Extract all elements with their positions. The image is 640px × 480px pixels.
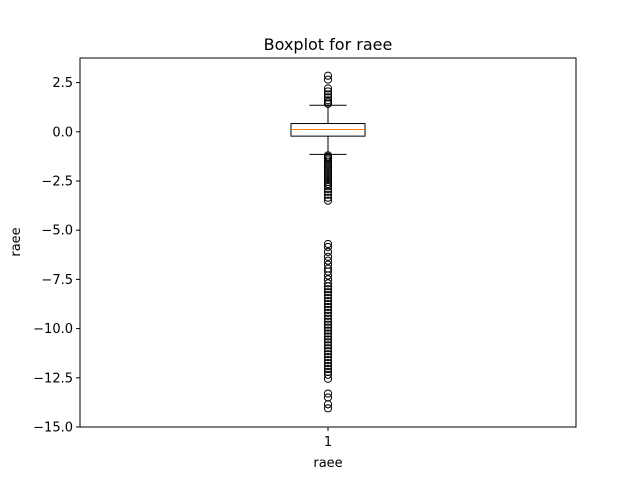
outlier-point — [323, 291, 333, 300]
y-tick-label: −12.5 — [33, 371, 73, 386]
outlier-point — [323, 242, 333, 252]
outlier-point — [323, 162, 333, 171]
y-tick-label: 2.5 — [52, 76, 73, 91]
outlier-point — [323, 170, 333, 179]
outlier-point — [323, 256, 333, 265]
outlier-point — [323, 168, 333, 177]
outlier-point — [323, 93, 333, 102]
outlier-point — [323, 341, 333, 350]
y-tick-label: −10.0 — [33, 322, 73, 337]
outlier-point — [323, 361, 333, 371]
outlier-point — [323, 190, 333, 199]
y-tick-label: −15.0 — [33, 421, 73, 436]
outlier-point — [323, 187, 333, 196]
outlier-point — [323, 267, 333, 276]
outlier-point — [323, 404, 333, 413]
outlier-point — [323, 358, 333, 368]
outlier-point — [323, 305, 333, 315]
x-axis-label: raee — [313, 456, 342, 471]
outlier-point — [323, 355, 333, 365]
outlier-point — [323, 181, 333, 191]
outlier-point — [323, 156, 333, 165]
outlier-point — [323, 288, 333, 297]
box-group — [290, 104, 366, 155]
y-tick-label: 0.0 — [52, 125, 73, 140]
outlier-point — [323, 166, 333, 175]
outlier-point — [323, 279, 333, 288]
chart-title: Boxplot for raee — [264, 35, 393, 54]
outlier-point — [323, 308, 333, 317]
outlier-point — [323, 364, 333, 374]
y-axis-label: raee — [9, 227, 24, 256]
outlier-point — [323, 282, 333, 291]
outlier-point — [323, 173, 333, 183]
outlier-point — [323, 193, 333, 202]
outlier-point — [323, 302, 333, 312]
outlier-point — [323, 317, 333, 326]
outlier-point — [323, 329, 333, 338]
outlier-point — [323, 252, 333, 261]
outlier-point — [323, 71, 333, 80]
outlier-point — [323, 332, 333, 341]
outlier-point — [323, 323, 333, 332]
outlier-point — [323, 299, 333, 309]
outlier-point — [323, 311, 333, 320]
outlier-point — [323, 75, 333, 84]
outlier-point — [323, 285, 333, 294]
outlier-point — [323, 99, 333, 108]
outlier-point — [323, 179, 333, 189]
x-tick-label: 1 — [324, 435, 332, 450]
outlier-point — [323, 296, 333, 306]
outlier-point — [323, 338, 333, 347]
outlier-point — [323, 239, 333, 249]
outlier-point — [323, 158, 333, 167]
outlier-point — [323, 184, 333, 193]
outlier-point — [323, 196, 333, 205]
outlier-point — [323, 353, 333, 362]
outlier-point — [323, 160, 333, 169]
outlier-point — [323, 400, 333, 409]
outlier-point — [323, 389, 333, 398]
outlier-point — [323, 374, 333, 383]
outlier-point — [323, 370, 333, 379]
outlier-point — [323, 335, 333, 344]
outlier-point — [323, 84, 333, 93]
outlier-point — [323, 293, 333, 303]
outlier-point — [323, 164, 333, 173]
outlier-points — [323, 71, 333, 413]
outlier-point — [323, 90, 333, 99]
outlier-point — [323, 87, 333, 96]
outlier-point — [323, 175, 333, 185]
outlier-point — [323, 347, 333, 356]
outlier-point — [323, 314, 333, 323]
outlier-point — [323, 171, 333, 181]
y-tick-label: −2.5 — [41, 175, 73, 190]
outlier-point — [323, 344, 333, 353]
outlier-point — [323, 247, 333, 256]
x-axis: 1 — [324, 427, 332, 450]
y-tick-label: −7.5 — [41, 273, 73, 288]
y-axis: 2.5 0.0 −2.5 −5.0 −7.5 −10.0 −12.5 −15.0 — [33, 76, 80, 436]
outlier-point — [323, 271, 333, 280]
outlier-point — [323, 96, 333, 105]
outlier-point — [323, 350, 333, 359]
outlier-point — [323, 326, 333, 335]
y-tick-label: −5.0 — [41, 224, 73, 239]
outlier-point — [323, 320, 333, 329]
